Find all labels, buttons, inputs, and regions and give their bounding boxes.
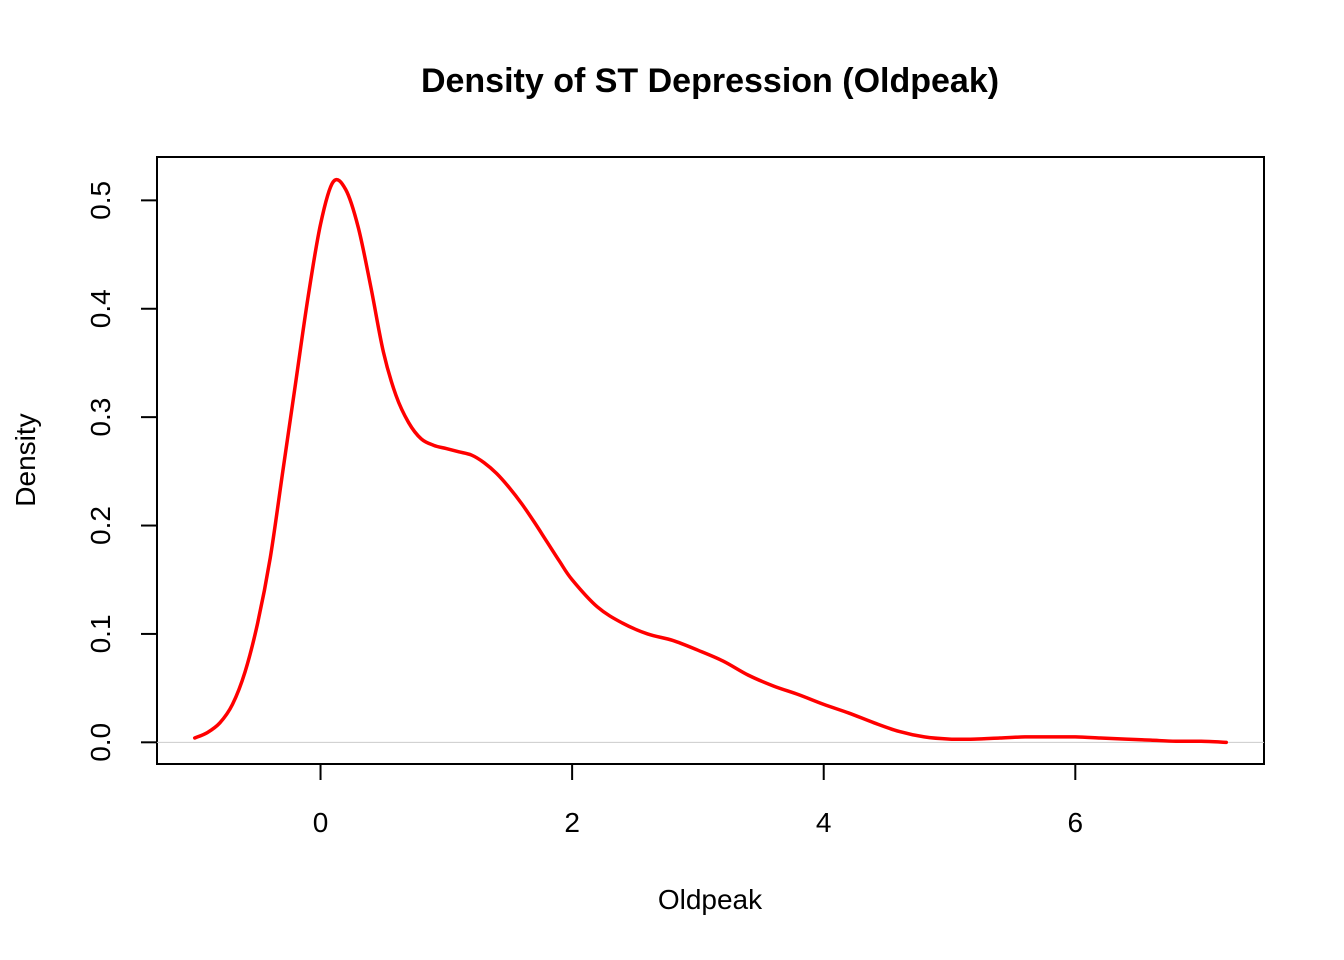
y-axis: 0.0 0.1 0.2 0.3 0.4 0.5 xyxy=(85,181,157,762)
y-tick-label: 0.1 xyxy=(85,614,116,653)
x-axis-label: Oldpeak xyxy=(658,884,763,915)
x-tick-label: 2 xyxy=(564,807,580,838)
y-tick-label: 0.2 xyxy=(85,506,116,545)
y-tick-label: 0.3 xyxy=(85,398,116,437)
y-tick-label: 0.5 xyxy=(85,181,116,220)
y-tick-label: 0.0 xyxy=(85,723,116,762)
chart-title: Density of ST Depression (Oldpeak) xyxy=(421,62,999,100)
x-tick-label: 0 xyxy=(313,807,329,838)
x-axis: 0 2 4 6 xyxy=(313,764,1083,838)
x-tick-label: 4 xyxy=(816,807,832,838)
y-tick-label: 0.4 xyxy=(85,289,116,328)
plot-frame xyxy=(156,156,1265,765)
x-tick-label: 6 xyxy=(1068,807,1084,838)
density-line xyxy=(192,177,1229,745)
y-axis-label: Density xyxy=(10,413,41,506)
